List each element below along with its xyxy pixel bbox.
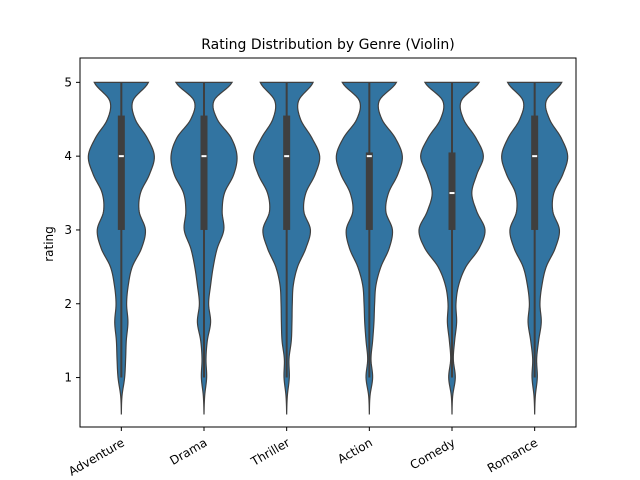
violin-box: [200, 115, 208, 230]
chart-title: Rating Distribution by Genre (Violin): [201, 37, 454, 53]
violin-comedy: [418, 81, 486, 415]
violin-box: [365, 152, 373, 230]
x-axis: Adventure Drama Thriller Action Comedy Romanc…: [66, 427, 540, 479]
violins-layer: [87, 81, 569, 415]
y-tick-label: 2: [64, 297, 72, 311]
violin-adventure: [87, 81, 155, 415]
x-tick-label: Adventure: [66, 435, 127, 478]
y-axis-label: rating: [42, 226, 56, 262]
plot-frame: [79, 57, 577, 428]
violin-action: [335, 81, 403, 415]
y-tick-label: 3: [64, 223, 72, 237]
violin-thriller: [253, 81, 321, 415]
x-tick-label: Drama: [167, 435, 209, 467]
y-tick-label: 4: [64, 149, 72, 163]
x-tick-label: Thriller: [248, 435, 292, 469]
x-tick-label: Action: [335, 435, 375, 466]
y-axis: 1 2 3 4 5: [64, 75, 80, 385]
violin-box: [531, 115, 539, 230]
x-tick-label: Comedy: [408, 435, 458, 472]
violin-box: [448, 152, 456, 230]
violin-box: [283, 115, 291, 230]
y-tick-label: 1: [64, 371, 72, 385]
violin-romance: [501, 81, 569, 415]
y-tick-label: 5: [64, 75, 72, 89]
x-tick-label: Romance: [485, 435, 540, 475]
violin-drama: [170, 81, 238, 415]
violin-box: [117, 115, 125, 230]
